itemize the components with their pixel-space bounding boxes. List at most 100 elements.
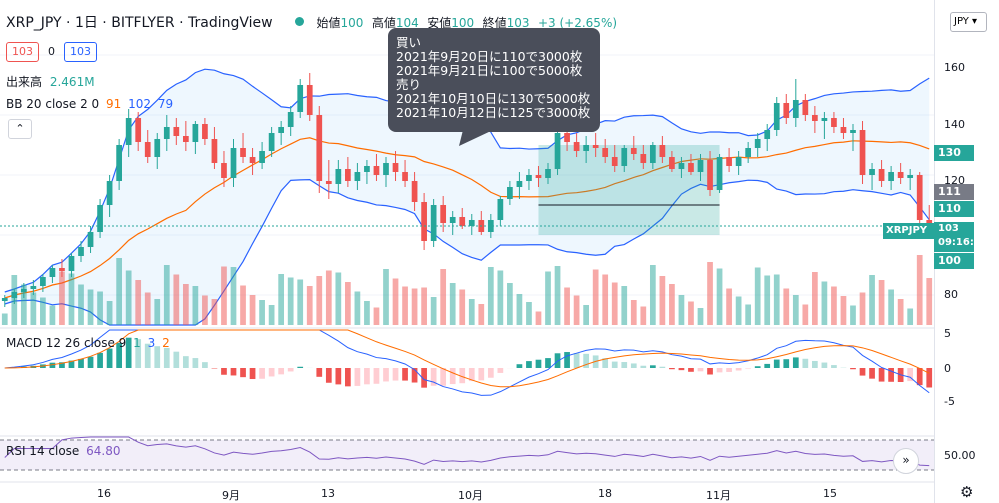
symbol-header: XRP_JPY · 1日 · BITFLYER · TradingView 始値… (6, 15, 618, 31)
rsi-legend[interactable]: RSI 14 close 64.80 (6, 444, 121, 458)
candle (507, 181, 513, 205)
macd-hist-bar (707, 368, 713, 375)
volume-bar (669, 284, 675, 325)
macd-hist-bar (821, 362, 828, 368)
volume-bar (163, 265, 170, 325)
macd-tick: -5 (944, 395, 955, 408)
candle (20, 283, 27, 298)
macd-hist-bar (669, 368, 675, 370)
candle (97, 199, 103, 238)
volume-bar (345, 282, 351, 325)
gear-icon[interactable]: ⚙ (960, 483, 974, 501)
candle (878, 160, 885, 187)
bb-lower: 79 (157, 97, 174, 111)
volume-bar (440, 269, 447, 325)
volume-bars (1, 255, 933, 325)
volume-bar (459, 289, 466, 325)
volume-bar (869, 275, 875, 325)
candle-body (487, 220, 494, 232)
buy-line-1: 2021年9月20日に110で3000枚 (396, 49, 583, 64)
candle-body (535, 175, 542, 178)
candle (392, 151, 399, 181)
volume-bar (116, 258, 122, 325)
close-label: 終値 (482, 16, 507, 30)
volume-bar (316, 276, 323, 325)
candle (697, 154, 704, 181)
rsi-line (4, 436, 930, 467)
candle (383, 157, 389, 187)
volume-bar (859, 292, 866, 325)
candle (259, 142, 265, 169)
candle (402, 160, 408, 187)
candle (850, 124, 856, 151)
macd-hist-bar (259, 368, 265, 379)
volume-legend[interactable]: 出来高 2.461M (6, 73, 95, 90)
volume-bar (764, 275, 771, 325)
volume-bar (278, 274, 285, 325)
volume-bar (402, 286, 408, 325)
sell-button[interactable]: 103 (6, 42, 39, 62)
candle-body (526, 175, 532, 181)
macd-hist-bar (764, 363, 771, 368)
candle (221, 151, 227, 187)
candle-body (611, 157, 618, 166)
candle (411, 172, 418, 211)
macd-tick: 5 (944, 327, 951, 340)
price-tag-100: 100 (934, 253, 974, 269)
candle (240, 133, 246, 163)
candle (773, 97, 780, 136)
currency-select[interactable]: JPY ▾ (950, 12, 987, 32)
price-tag-110: 110 (934, 201, 974, 217)
countdown: 09:16:47 (938, 237, 988, 248)
volume-bar (840, 296, 847, 325)
current-price: 103 (938, 223, 959, 234)
interval[interactable]: 1日 (74, 15, 98, 31)
volume-bar (792, 295, 799, 325)
low-value: 100 (451, 16, 475, 30)
scroll-to-latest-button[interactable]: » (893, 448, 919, 474)
macd-hist-bar (802, 358, 809, 368)
macd-hist-bar (907, 368, 914, 382)
volume-bar (697, 308, 704, 325)
candle (106, 175, 113, 217)
macd-hist-bar (583, 353, 589, 368)
volume-bar (526, 302, 532, 325)
candle-body (316, 115, 323, 181)
macd-hist-bar (240, 368, 246, 378)
volume-bar (192, 286, 199, 325)
candle (630, 136, 637, 160)
candle-body (182, 136, 189, 142)
candle-body (240, 148, 246, 157)
macd-hist-bar (659, 366, 666, 368)
symbol-name[interactable]: XRP_JPY (6, 15, 62, 31)
bb-legend[interactable]: BB 20 close 2 0 91 102 79 (6, 97, 173, 111)
trade-box (538, 145, 720, 235)
candle (592, 133, 599, 157)
macd-legend[interactable]: MACD 12 26 close 9 1 3 2 (6, 336, 170, 350)
buy-button[interactable]: 103 (64, 42, 97, 62)
macd-hist-bar (831, 365, 837, 368)
macd-hist-bar (630, 363, 637, 368)
macd-hist-bar (916, 368, 923, 386)
volume-bar (49, 305, 56, 325)
macd-v1: 1 (133, 336, 141, 350)
candle (230, 139, 237, 187)
macd-hist-bar (754, 366, 761, 368)
time-tick: 16 (97, 487, 111, 500)
collapse-legend-button[interactable]: ⌃ (8, 119, 32, 139)
candle-body (659, 145, 666, 157)
close-value: 103 (506, 16, 530, 30)
candle-body (411, 181, 418, 202)
candle-body (87, 232, 94, 247)
volume-bar (421, 287, 427, 325)
volume-bar (306, 286, 313, 325)
candle (249, 148, 256, 175)
candle-body (878, 169, 885, 181)
candle-body (850, 130, 856, 133)
volume-bar (659, 276, 666, 325)
price-tick: 160 (944, 61, 965, 74)
grid (0, 54, 934, 483)
candle (611, 145, 618, 172)
macd-hist-bar (97, 352, 103, 368)
